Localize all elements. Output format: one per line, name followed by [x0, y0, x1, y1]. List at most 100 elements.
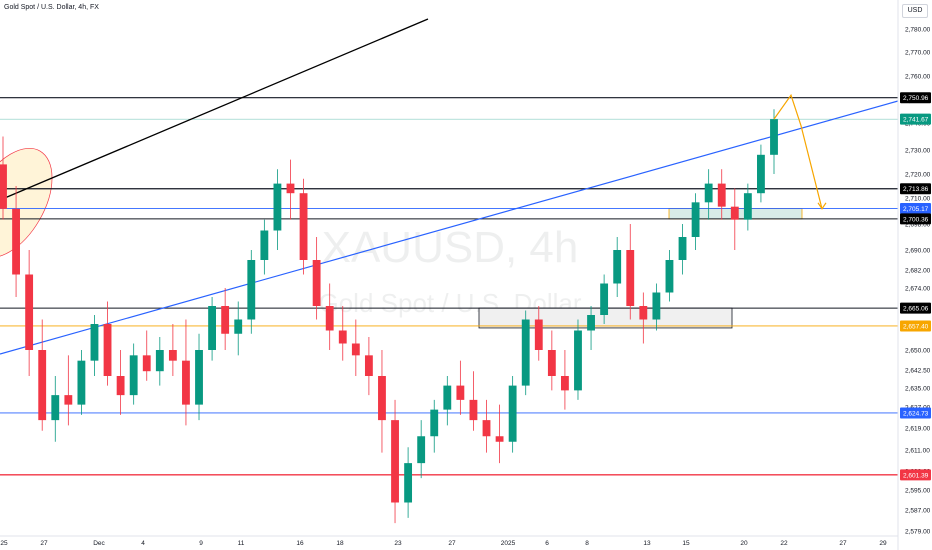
y-tick-label: 2,720.00 [905, 172, 931, 179]
y-tick-label: 2,579.00 [905, 529, 931, 536]
price-labels: 2,750.96 2,741.67 2,713.86 2,705.17 2,700.36… [900, 92, 931, 481]
candle-body [299, 193, 308, 260]
candle-body [182, 360, 190, 405]
candle-body [77, 360, 86, 405]
candle-body [103, 324, 112, 376]
x-tick-label: 27 [448, 540, 456, 547]
candle-body [717, 183, 726, 207]
x-tick-label: 27 [839, 540, 847, 547]
candle-body [521, 319, 530, 386]
price-label: 2,741.67 [903, 117, 929, 124]
candle-body [168, 350, 177, 361]
candle-body [574, 330, 582, 391]
x-tick-label: 6 [545, 540, 549, 547]
y-tick-label: 2,760.00 [905, 74, 931, 81]
y-tick-label: 2,770.00 [905, 50, 931, 57]
candle-body [665, 260, 674, 293]
black-trendline [0, 18, 429, 201]
candle-body [613, 250, 622, 284]
candle-body [378, 376, 386, 421]
candle-body [730, 206, 739, 220]
candle-body [142, 355, 151, 372]
candle-body [260, 230, 269, 260]
x-tick-label: 23 [394, 540, 402, 547]
time-axis: 25 27 Dec 4 9 11 16 18 23 27 2025 6 8 13 15 20 22 27 29 [0, 535, 898, 547]
candle-body [129, 355, 138, 396]
candle-body [38, 350, 47, 421]
projection-line [773, 93, 823, 209]
candle-body [247, 260, 256, 320]
candle-body [286, 183, 295, 194]
price-label-bg [900, 320, 931, 332]
projection-arrow [817, 202, 827, 210]
y-tick-label: 2,611.00 [905, 448, 930, 455]
candle-body [704, 183, 713, 203]
watermark-symbol: XAUUSD, 4h [322, 223, 579, 272]
y-tick-label: 2,730.00 [905, 148, 931, 155]
y-tick-label: 2,674.00 [905, 286, 931, 293]
projection-path [773, 93, 827, 210]
highlight-ellipse [0, 147, 53, 259]
candle-body [90, 324, 99, 361]
x-tick-label: 2025 [501, 540, 516, 547]
candle-body [443, 385, 452, 410]
candle-body [221, 306, 230, 334]
candle-body [417, 436, 426, 464]
x-tick-label: 8 [585, 540, 589, 547]
candle-body [351, 343, 360, 356]
y-tick-label: 2,587.00 [905, 508, 931, 515]
candle-body [12, 208, 20, 275]
y-tick-label: 2,698.00 [905, 222, 931, 229]
candle-body [25, 274, 34, 350]
price-label-bg [900, 407, 931, 419]
price-label-bg [900, 113, 931, 125]
candle-body [208, 306, 217, 350]
x-tick-label: 20 [740, 540, 748, 547]
x-tick-label: 27 [40, 540, 48, 547]
candle-body [626, 250, 635, 306]
y-tick-label: 2,635.00 [905, 386, 931, 393]
candle-body [364, 355, 373, 376]
blue-trendline [0, 100, 899, 355]
x-tick-label: 18 [336, 540, 344, 547]
x-tick-label: 29 [879, 540, 887, 547]
candle-body [600, 283, 609, 315]
currency-badge[interactable]: USD [902, 4, 928, 18]
y-tick-label: 2,595.00 [905, 488, 931, 495]
candle-body [770, 119, 778, 155]
candle-body [495, 436, 504, 442]
price-label: 2,601.39 [903, 472, 929, 479]
horizontal-levels [0, 97, 898, 476]
candle-body [234, 319, 243, 334]
candle-body [508, 385, 517, 442]
candle-body [64, 395, 73, 405]
candle-body [639, 306, 648, 320]
candle-body [391, 420, 399, 503]
candle-body [652, 292, 661, 320]
candle-body [691, 202, 700, 237]
candle-body [534, 319, 543, 350]
x-tick-label: 11 [238, 540, 245, 547]
y-tick-label: 2,619.00 [905, 426, 931, 433]
candle-body [757, 154, 765, 194]
y-tick-label: 2,710.00 [905, 196, 931, 203]
x-tick-label: 13 [643, 540, 651, 547]
x-tick-label: 9 [199, 540, 203, 547]
price-label-bg [900, 183, 931, 195]
x-tick-label: 4 [141, 540, 145, 547]
candle-body [482, 420, 491, 437]
candle-body [547, 350, 556, 376]
price-label: 2,657.40 [903, 323, 929, 330]
price-axis: 2,780.002,770.002,760.002,750.002,740.00… [897, 0, 931, 550]
candle-body [51, 395, 60, 421]
price-label-bg [900, 92, 931, 104]
candle-body [560, 376, 569, 391]
y-tick-label: 2,650.00 [905, 348, 931, 355]
candle-body [456, 385, 465, 400]
price-label-bg [900, 469, 931, 481]
price-label: 2,700.36 [903, 216, 929, 223]
candle-body [430, 409, 439, 437]
candle-body [404, 463, 413, 503]
